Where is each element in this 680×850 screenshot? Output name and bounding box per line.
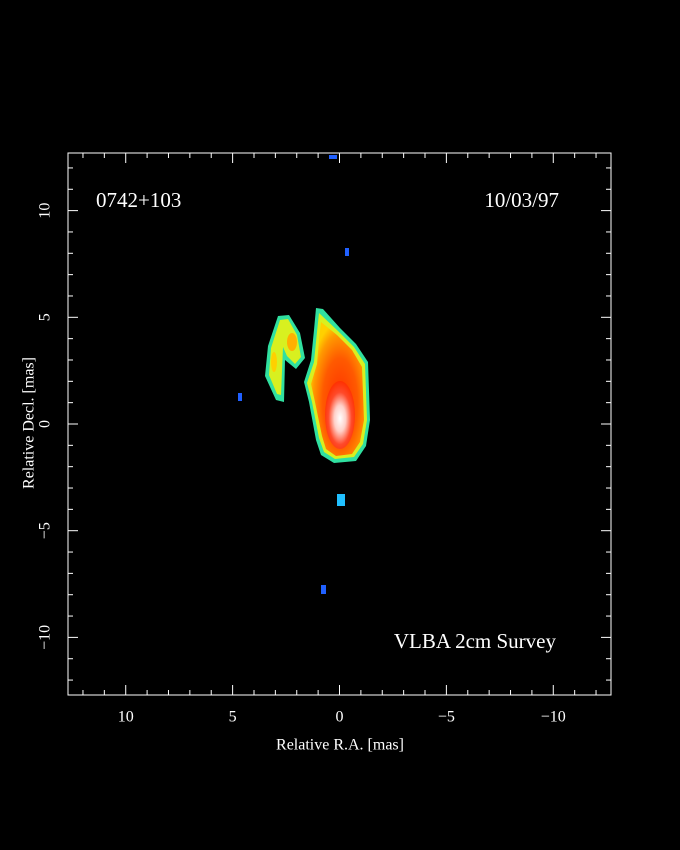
source-name: 0742+103 bbox=[96, 188, 181, 212]
x-tick-label: −10 bbox=[541, 709, 566, 726]
x-axis-label: Relative R.A. [mas] bbox=[276, 737, 404, 754]
survey-label: VLBA 2cm Survey bbox=[394, 629, 557, 653]
x-tick-label: −5 bbox=[438, 709, 455, 726]
x-tick-label: 10 bbox=[118, 709, 134, 726]
y-axis-label: Relative Decl. [mas] bbox=[21, 357, 38, 489]
y-tick-label: 5 bbox=[37, 313, 54, 321]
y-tick-label: −10 bbox=[37, 625, 54, 650]
observation-date: 10/03/97 bbox=[484, 188, 559, 212]
radio-emission bbox=[238, 155, 370, 594]
x-tick-label: 5 bbox=[229, 709, 237, 726]
y-tick-label: 0 bbox=[37, 420, 54, 428]
y-tick-label: 10 bbox=[37, 203, 54, 219]
y-tick-label: −5 bbox=[37, 522, 54, 539]
x-tick-label: 0 bbox=[336, 709, 344, 726]
